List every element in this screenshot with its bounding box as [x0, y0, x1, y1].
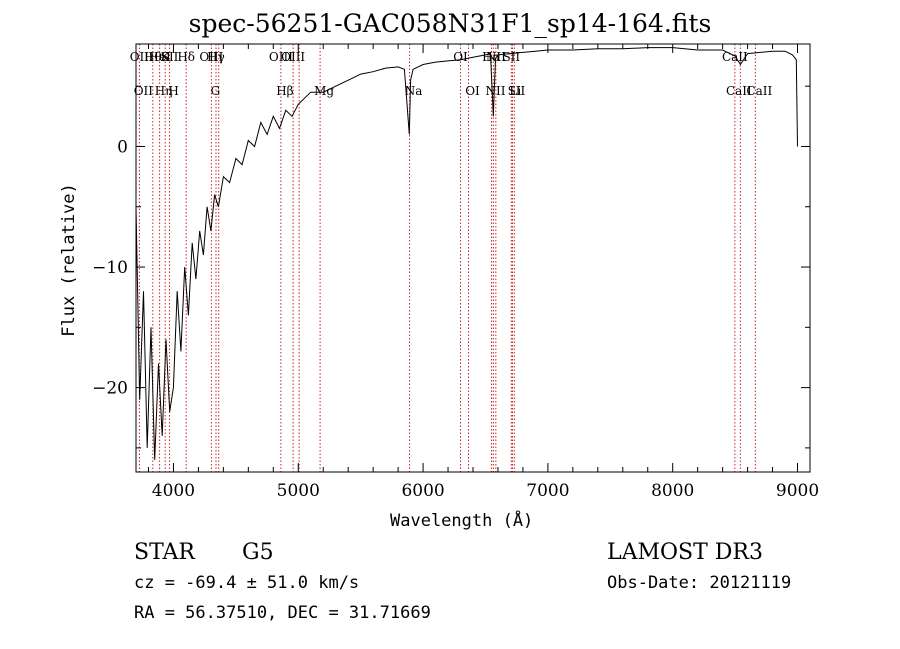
y-tick-label: −10 [92, 258, 128, 278]
line-label: OII [130, 50, 150, 64]
line-markers [138, 44, 756, 472]
chart-title: spec-56251-GAC058N31F1_sp14-164.fits [188, 9, 712, 38]
x-axis-label: Wavelength (Å) [390, 511, 534, 531]
line-label: CaII [726, 84, 752, 98]
y-axis-label: Flux (relative) [58, 183, 79, 337]
coordinates-text: RA = 56.37510, DEC = 31.71669 [134, 603, 431, 623]
line-label: OI [465, 84, 480, 98]
line-label: Hγ [207, 50, 225, 64]
survey-label: LAMOST DR3 [607, 540, 763, 565]
line-label: G [211, 84, 221, 98]
y-tick-label: 0 [117, 137, 128, 157]
line-label: Hη [155, 84, 173, 98]
line-label: SII [502, 50, 520, 64]
line-label: OIII [199, 50, 223, 64]
line-label: K [161, 50, 171, 64]
subclass: G5 [242, 540, 274, 565]
line-label: Hβ [276, 84, 293, 98]
line-label: CaII [722, 50, 748, 64]
line-label: OIII [269, 50, 293, 64]
series-group [135, 47, 798, 460]
x-tick-label: 8000 [651, 481, 694, 501]
line-label: NII [485, 84, 505, 98]
line-label: Mg [314, 84, 334, 98]
line-label: OI [453, 50, 468, 64]
x-tick-label: 5000 [277, 481, 320, 501]
spectrum-line [135, 47, 798, 460]
line-label: SII [508, 84, 526, 98]
x-tick-label: 7000 [526, 481, 569, 501]
line-label: OII [134, 84, 154, 98]
line-label: OIII [281, 50, 305, 64]
line-label: Hθ [144, 50, 162, 64]
line-label: HeI [148, 50, 171, 64]
axes [135, 43, 811, 473]
y-tick-label: −20 [92, 379, 128, 399]
x-tick-label: 4000 [152, 481, 195, 501]
line-label: Na [405, 84, 423, 98]
x-tick-label: 6000 [401, 481, 444, 501]
line-label: CaII [746, 84, 772, 98]
line-label: SII [161, 50, 179, 64]
x-tick-label: 9000 [776, 481, 819, 501]
tick-labels: 4000 5000 6000 7000 8000 9000 0 −10 −20 [92, 137, 819, 501]
redshift-text: cz = -69.4 ± 51.0 km/s [134, 573, 360, 593]
line-label: Hδ [177, 50, 195, 64]
plot-frame [135, 43, 811, 473]
obs-date-text: Obs-Date: 20121119 [607, 573, 792, 593]
line-label: Li [509, 84, 521, 98]
line-label: H [168, 84, 178, 98]
line-label: Hα [482, 50, 501, 64]
object-class: STAR [134, 540, 195, 565]
line-label: NII [486, 50, 506, 64]
